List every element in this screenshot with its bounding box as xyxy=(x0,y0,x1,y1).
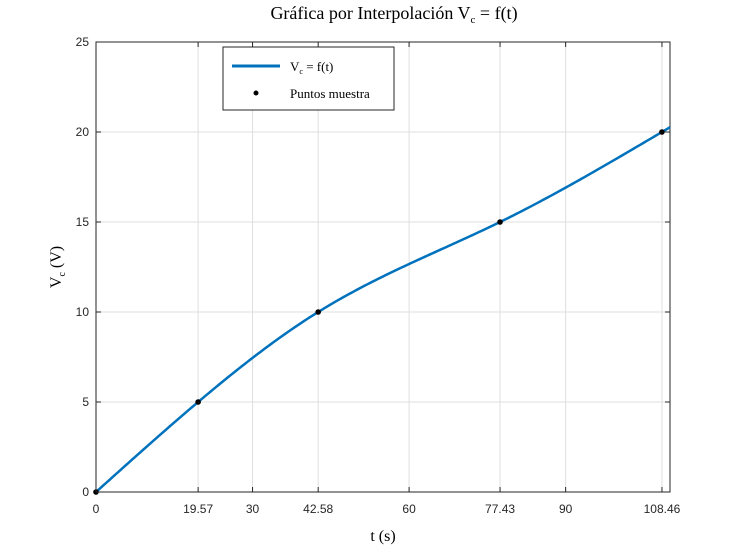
legend-entry-curve: Vc = f(t) xyxy=(290,59,333,76)
chart-title: Gráfica por Interpolación Vc = f(t) xyxy=(270,3,517,26)
x-tick-label: 60 xyxy=(402,502,416,516)
x-axis-ticks: 0 19.57 30 42.58 60 77.43 90 108.46 xyxy=(93,42,681,516)
y-axis-label: Vc (V) xyxy=(48,246,68,288)
sample-point xyxy=(659,129,665,135)
y-tick-label: 5 xyxy=(82,395,89,409)
x-tick-label: 90 xyxy=(559,502,573,516)
y-tick-label: 20 xyxy=(76,125,90,139)
x-tick-label: 42.58 xyxy=(303,502,333,516)
sample-point xyxy=(497,219,503,225)
sample-point xyxy=(195,399,201,405)
y-tick-label: 0 xyxy=(82,485,89,499)
y-tick-label: 15 xyxy=(76,215,90,229)
sample-point xyxy=(315,309,321,315)
x-axis-label: t (s) xyxy=(370,528,395,545)
x-tick-label: 108.46 xyxy=(644,502,681,516)
x-tick-label: 19.57 xyxy=(183,502,213,516)
y-tick-label: 10 xyxy=(76,305,90,319)
grid xyxy=(95,41,671,493)
x-tick-label: 30 xyxy=(246,502,260,516)
legend-marker-swatch xyxy=(253,90,259,96)
x-tick-label: 77.43 xyxy=(485,502,515,516)
legend-box xyxy=(222,46,395,111)
x-tick-label: 0 xyxy=(93,502,100,516)
y-tick-label: 25 xyxy=(76,35,90,49)
y-axis-ticks: 0 5 10 15 20 25 xyxy=(76,35,670,499)
legend: Vc = f(t) Puntos muestra xyxy=(222,46,395,111)
legend-entry-points: Puntos muestra xyxy=(290,86,370,101)
axes-box xyxy=(95,41,671,493)
interpolation-curve xyxy=(95,126,671,493)
